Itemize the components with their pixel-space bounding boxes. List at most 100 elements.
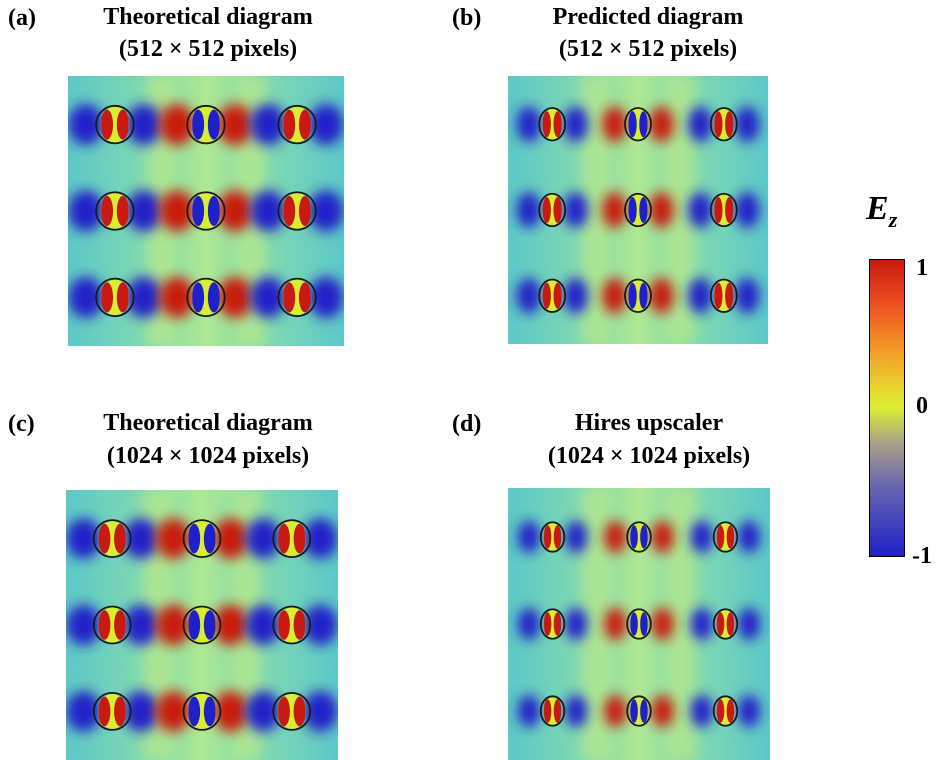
particle-outline (92, 605, 132, 645)
field-lobe (123, 604, 159, 646)
panel-d-label: (d) (452, 411, 482, 437)
inner-lobe (293, 523, 306, 554)
colorbar-title: Ez (866, 190, 897, 233)
field-lobe (602, 106, 627, 143)
inner-lobe (278, 523, 290, 554)
inner-lobe (207, 282, 220, 313)
colorbar-max-label: 1 (916, 255, 928, 281)
field-lobe (737, 694, 761, 728)
inner-lobe (114, 696, 126, 727)
particle-outline (624, 192, 652, 228)
inner-lobe (628, 197, 637, 223)
field-lobe (66, 518, 102, 559)
panel-a-title-line2: (512 × 512 pixels) (118, 36, 298, 62)
field-lobe (250, 103, 286, 146)
field-lobe (126, 276, 162, 319)
particle-outline (186, 277, 226, 318)
inner-lobe (639, 282, 648, 309)
dipole (688, 277, 760, 314)
dipole (159, 103, 253, 146)
field-lobe (302, 691, 338, 732)
field-lobe (212, 604, 249, 646)
field-lobe (155, 518, 192, 559)
field-lobe (649, 277, 674, 314)
field-lobe (602, 277, 627, 314)
field-lobe (649, 192, 674, 228)
inner-lobe (726, 612, 735, 636)
dipole (690, 607, 761, 641)
field-lobe (68, 103, 104, 146)
dipole (690, 694, 761, 728)
field-lobe (690, 520, 714, 554)
field-lobe (651, 520, 674, 554)
dipole (66, 518, 159, 559)
inner-lobe (716, 525, 725, 549)
particle-outline (538, 192, 567, 228)
particle-outline (182, 519, 222, 558)
field-lobe (159, 190, 195, 232)
inner-lobe (553, 525, 562, 549)
inner-lobe (639, 111, 648, 138)
inner-lobe (543, 612, 552, 636)
field-lobe (212, 691, 249, 732)
inner-lobe (101, 282, 114, 313)
dipole (245, 691, 338, 732)
field-lobe (123, 691, 159, 732)
field-lobe (308, 276, 344, 319)
dipole (159, 276, 253, 319)
particle-outline (95, 191, 135, 231)
panel-c-title-line2: (1024 × 1024 pixels) (106, 443, 310, 469)
inner-lobe (630, 699, 638, 723)
field-lobe (517, 520, 541, 554)
panel-a-title-line1: Theoretical diagram (103, 4, 313, 30)
inner-lobe (543, 699, 552, 723)
dipole (155, 604, 249, 646)
field-lobe (245, 691, 281, 732)
colorbar-gradient (869, 259, 905, 557)
field-lobe (123, 518, 159, 559)
inner-lobe (278, 696, 290, 727)
particle-outline (709, 278, 738, 313)
particle-outline (277, 104, 317, 145)
field-lobe (604, 694, 627, 728)
field-lobe (737, 520, 761, 554)
field-lobe (302, 604, 338, 646)
inner-lobe (716, 612, 725, 636)
particle-outline (186, 191, 226, 231)
dipole (159, 190, 253, 232)
dipole (68, 190, 162, 232)
field-lobe (737, 607, 761, 641)
panel-d-title-line2: (1024 × 1024 pixels) (547, 443, 751, 469)
colorbar-subscript: z (888, 206, 898, 232)
field-lobe (155, 604, 192, 646)
inner-lobe (192, 282, 205, 313)
particle-outline (712, 695, 739, 727)
field-lobe (516, 192, 542, 228)
inner-lobe (725, 197, 734, 223)
inner-lobe (98, 696, 111, 727)
panel-b-label: (b) (452, 5, 482, 31)
inner-lobe (542, 111, 551, 138)
field-lobe (563, 106, 588, 143)
inner-lobe (188, 696, 201, 727)
particle-outline (709, 107, 738, 142)
dipole (155, 518, 249, 559)
field-lobe (66, 604, 102, 646)
field-lobe (564, 520, 588, 554)
panel-d-field-map (508, 488, 770, 760)
particle-outline (626, 521, 652, 553)
particle-outline (539, 521, 566, 553)
dipole (66, 691, 159, 732)
field-lobe (308, 190, 344, 232)
field-lobe (245, 518, 281, 559)
dipole (516, 106, 588, 143)
particle-outline (538, 278, 567, 313)
dipole (517, 607, 588, 641)
inner-lobe (278, 610, 290, 640)
field-lobe (302, 518, 338, 559)
field-lobe (563, 192, 588, 228)
field-lobe (245, 604, 281, 646)
dipole (602, 106, 674, 143)
inner-lobe (298, 195, 311, 227)
inner-lobe (628, 111, 637, 138)
